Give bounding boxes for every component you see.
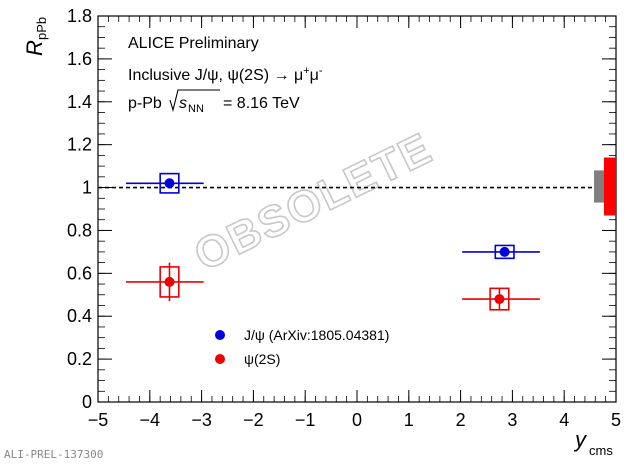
data-point — [462, 287, 540, 311]
x-tick-label: 1 — [404, 410, 414, 430]
x-tick-label: 4 — [559, 410, 569, 430]
global-uncertainty-boxes — [594, 157, 616, 216]
x-tick-label: 3 — [507, 410, 517, 430]
systematic-box — [159, 172, 180, 194]
x-tick-label: −1 — [295, 410, 316, 430]
svg-text:= 8.16 TeV: = 8.16 TeV — [223, 95, 300, 112]
svg-text:pPb: pPb — [34, 17, 49, 40]
global-uncertainty-box — [604, 157, 616, 216]
svg-text:cms: cms — [589, 443, 613, 458]
y-tick-label: 1.2 — [67, 135, 92, 155]
y-tick-label: 1 — [82, 178, 92, 198]
y-axis-title: R pPb — [22, 17, 49, 56]
legend-label-jpsi: J/ψ (ArXiv:1805.04381) — [244, 327, 389, 343]
global-uncertainty-box — [594, 170, 604, 203]
data-point — [462, 244, 540, 260]
x-tick-label: −3 — [191, 410, 212, 430]
x-tick-label: 0 — [352, 410, 362, 430]
legend-marker-jpsi — [215, 330, 225, 340]
y-tick-label: 1.6 — [67, 49, 92, 69]
axis-tick-labels: −5 −4 −3 −2 −1 0 1 2 3 4 5 0 0.2 0.4 0.6 0.8 1 1.2 1.4 1.6 1… — [67, 6, 621, 430]
svg-text:R: R — [22, 40, 47, 56]
marker — [499, 246, 510, 257]
axis-ticks — [97, 15, 617, 403]
systematic-box — [494, 244, 515, 260]
marker — [164, 276, 175, 287]
marker — [164, 178, 175, 189]
svg-text:p-Pb: p-Pb — [128, 95, 162, 112]
x-tick-label: 2 — [456, 410, 466, 430]
y-tick-label: 0.8 — [67, 220, 92, 240]
legend: J/ψ (ArXiv:1805.04381) ψ(2S) — [215, 327, 389, 367]
svg-text:NN: NN — [188, 103, 204, 115]
y-tick-label: 1.8 — [67, 6, 92, 26]
y-tick-label: 1.4 — [67, 92, 92, 112]
process-label: Inclusive J/ψ, ψ(2S) → μ+μ- — [128, 65, 323, 84]
x-tick-label: 5 — [611, 410, 621, 430]
obsolete-watermark: OBSOLETE — [187, 123, 440, 280]
legend-marker-psi2s — [215, 354, 225, 364]
y-tick-label: 0.6 — [67, 263, 92, 283]
marker — [494, 294, 505, 305]
x-tick-label: −4 — [140, 410, 161, 430]
system-label: p-Pb s NN = 8.16 TeV — [128, 89, 300, 115]
x-tick-label: −5 — [88, 410, 109, 430]
preliminary-id: ALI-PREL-137300 — [4, 448, 103, 461]
y-tick-label: 0 — [82, 392, 92, 412]
data-points — [125, 172, 540, 311]
legend-label-psi2s: ψ(2S) — [244, 351, 280, 367]
data-point — [125, 262, 204, 302]
data-point — [125, 172, 204, 194]
y-tick-label: 0.4 — [67, 306, 92, 326]
experiment-label: ALICE Preliminary — [128, 35, 259, 52]
y-tick-label: 0.2 — [67, 349, 92, 369]
x-tick-label: −2 — [243, 410, 264, 430]
svg-text:s: s — [179, 95, 187, 112]
x-axis-title: y cms — [573, 427, 613, 458]
svg-text:y: y — [573, 427, 588, 452]
